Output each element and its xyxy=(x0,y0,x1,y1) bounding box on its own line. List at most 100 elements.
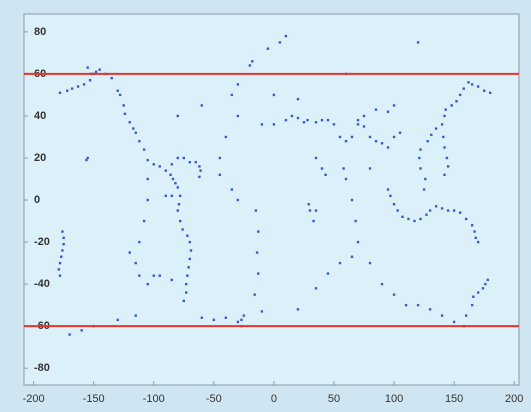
point xyxy=(424,177,427,181)
point xyxy=(138,139,141,143)
point xyxy=(272,123,276,126)
point xyxy=(434,127,438,130)
point xyxy=(296,97,300,101)
x-tick-label: -50 xyxy=(206,393,222,405)
y-tick-label: 20 xyxy=(34,152,46,164)
point xyxy=(418,156,421,160)
point xyxy=(442,135,445,139)
point xyxy=(416,41,420,44)
point xyxy=(425,213,428,216)
point xyxy=(240,318,243,322)
point xyxy=(116,89,119,92)
point xyxy=(128,121,131,124)
point xyxy=(88,79,92,82)
point xyxy=(374,108,378,111)
point xyxy=(224,316,228,319)
point xyxy=(200,316,204,319)
point xyxy=(164,169,167,172)
point xyxy=(218,173,222,177)
point xyxy=(470,303,474,307)
point xyxy=(186,234,189,237)
point xyxy=(486,278,489,282)
point xyxy=(254,209,258,212)
point xyxy=(314,287,318,290)
point xyxy=(472,295,475,298)
point xyxy=(236,198,240,202)
point xyxy=(368,167,372,170)
point xyxy=(236,83,240,86)
point xyxy=(419,148,422,151)
point xyxy=(386,188,390,191)
point xyxy=(230,188,234,191)
point xyxy=(80,329,83,332)
point xyxy=(350,198,354,202)
point xyxy=(338,135,342,139)
point xyxy=(450,104,453,107)
point xyxy=(473,230,476,233)
point xyxy=(422,188,426,191)
point xyxy=(396,209,399,212)
point xyxy=(142,219,146,223)
point xyxy=(344,177,348,181)
point xyxy=(188,160,192,164)
point xyxy=(404,303,408,307)
point xyxy=(248,64,252,67)
point xyxy=(134,131,137,134)
point xyxy=(184,282,188,286)
x-tick-label: -200 xyxy=(23,393,45,405)
point xyxy=(57,268,61,271)
point xyxy=(272,93,276,97)
point xyxy=(332,123,336,126)
point xyxy=(392,293,396,296)
point xyxy=(138,240,141,244)
point xyxy=(58,274,62,277)
point xyxy=(481,287,485,290)
point xyxy=(146,177,149,181)
point xyxy=(251,60,254,63)
point xyxy=(255,251,259,254)
point xyxy=(476,85,480,88)
point xyxy=(368,261,372,265)
point xyxy=(122,104,125,107)
point xyxy=(443,173,446,177)
point xyxy=(386,110,390,113)
y-tick-label: 40 xyxy=(34,110,46,122)
point xyxy=(296,308,300,311)
point xyxy=(392,135,396,139)
point xyxy=(386,146,390,149)
point xyxy=(314,121,318,124)
point xyxy=(60,255,63,258)
point xyxy=(178,194,182,198)
point xyxy=(428,308,432,311)
point xyxy=(434,205,438,208)
point xyxy=(260,310,264,313)
point xyxy=(430,133,433,137)
point xyxy=(176,186,179,189)
point xyxy=(189,249,193,252)
point xyxy=(462,87,465,90)
point xyxy=(290,114,294,118)
point xyxy=(178,219,182,223)
point xyxy=(253,293,256,296)
point xyxy=(392,104,396,107)
point xyxy=(224,135,228,139)
point xyxy=(187,266,190,269)
x-tick-label: 150 xyxy=(445,393,463,405)
point xyxy=(184,291,188,294)
point xyxy=(488,91,492,95)
point xyxy=(440,123,444,126)
point xyxy=(428,209,432,212)
point xyxy=(146,198,149,202)
point xyxy=(176,114,179,118)
point xyxy=(324,173,327,177)
point xyxy=(455,100,458,103)
point xyxy=(470,83,474,86)
point xyxy=(474,236,477,240)
point xyxy=(445,156,449,160)
point xyxy=(200,104,204,107)
point xyxy=(320,167,324,170)
point xyxy=(326,118,330,122)
point xyxy=(446,209,450,212)
point xyxy=(58,91,62,95)
